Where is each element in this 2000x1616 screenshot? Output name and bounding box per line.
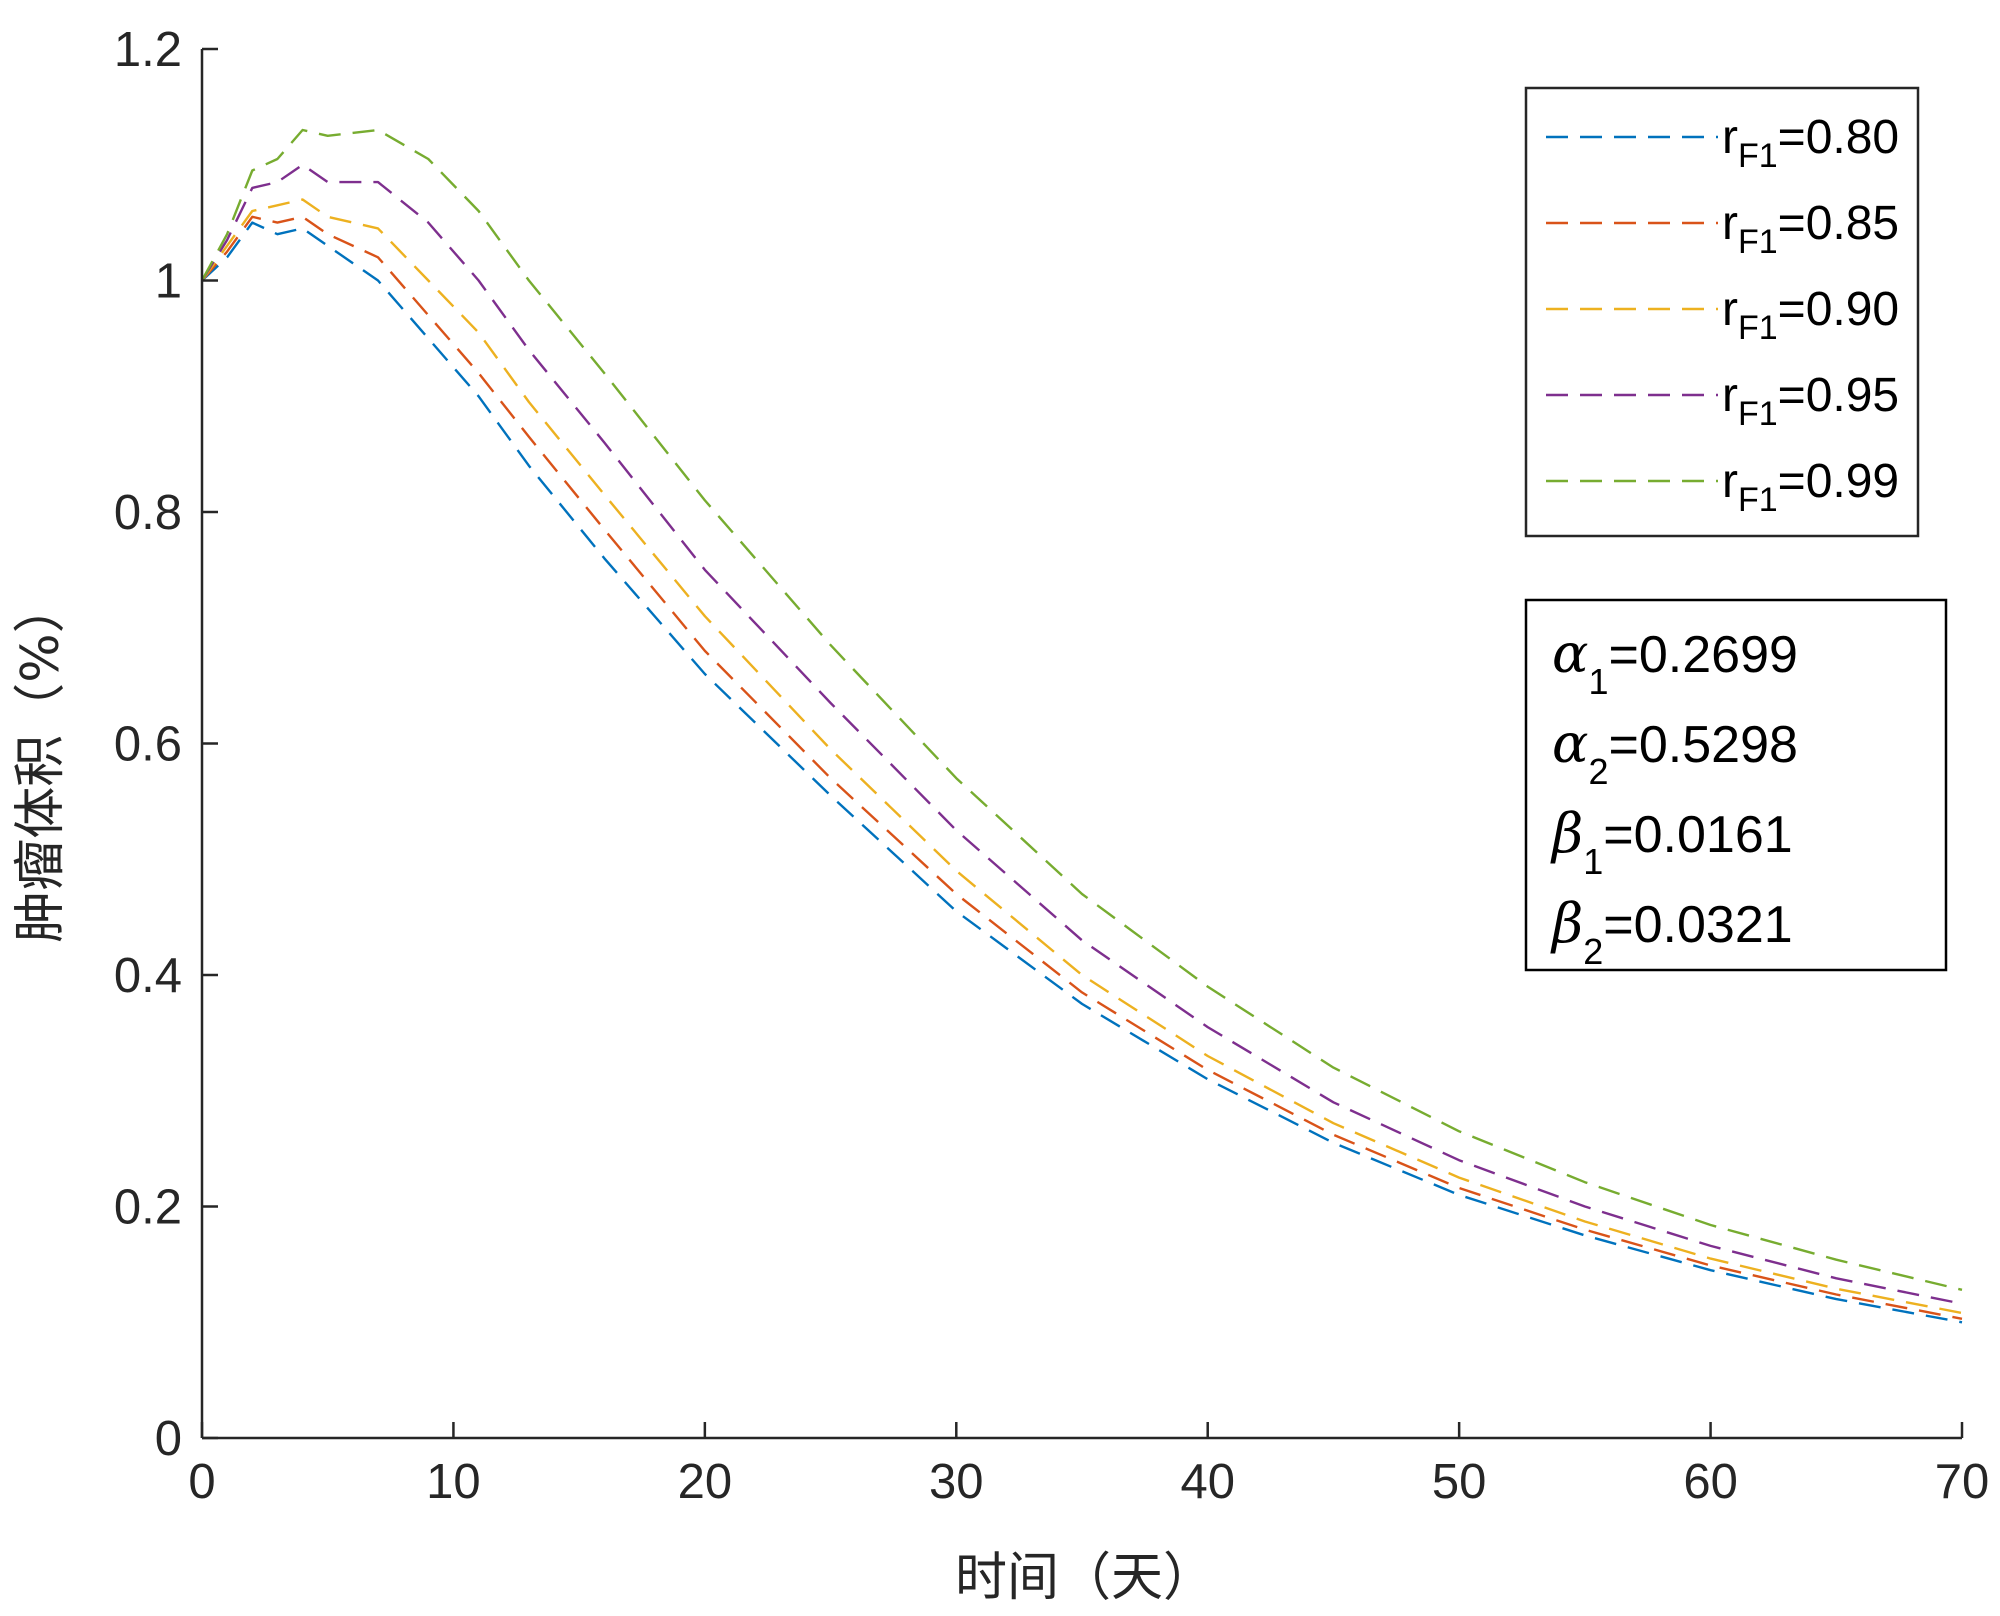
y-tick-label: 0.6: [114, 718, 182, 772]
legend-label: rF1=0.80: [1722, 111, 1899, 175]
parameter-label: α1=0.2699: [1552, 622, 1798, 702]
x-tick-label: 10: [426, 1455, 481, 1509]
legend-box: [1524, 86, 1920, 538]
series-line-2: [201, 215, 1963, 1320]
parameter-label: α2=0.5298: [1552, 712, 1798, 792]
x-tick-label: 50: [1432, 1455, 1487, 1509]
parameter-items: α1=0.2699 α2=0.5298 β1=0.0161 β2=0.0321: [1550, 622, 1798, 972]
x-tick-label: 30: [929, 1455, 984, 1509]
parameter-box-frame: [1524, 598, 1948, 972]
legend-label: rF1=0.95: [1722, 369, 1899, 433]
x-axis-label: 时间（天）: [955, 1548, 1215, 1608]
parameter-box: α1=0.2699 α2=0.5298 β1=0.0161 β2=0.0321: [1524, 598, 1948, 972]
y-tick-label: 0.4: [114, 949, 182, 1003]
series-line-4: [200, 163, 1963, 1305]
y-tick-label: 1: [155, 255, 182, 309]
ticks-layer: 0 10 20 30 40 50 60 70 0 0.2 0.4 0.6 0.8 1 1.2: [114, 23, 1989, 1509]
y-tick-label: 0.8: [114, 486, 182, 540]
series-line-5: [200, 128, 1963, 1291]
legend-items: rF1=0.80 rF1=0.85 rF1=0.90 rF1=0.95 rF1=0.99: [1546, 111, 1899, 519]
x-tick-label: 60: [1683, 1455, 1738, 1509]
y-tick-label: 1.2: [114, 23, 182, 77]
x-tick-label: 70: [1935, 1455, 1990, 1509]
legend-label: rF1=0.85: [1722, 197, 1899, 261]
legend-label: rF1=0.90: [1722, 283, 1899, 347]
parameter-label: β2=0.0321: [1550, 892, 1793, 972]
legend: rF1=0.80 rF1=0.85 rF1=0.90 rF1=0.95 rF1=0.99: [1524, 86, 1920, 538]
x-tick-label: 40: [1180, 1455, 1235, 1509]
legend-label: rF1=0.99: [1722, 455, 1899, 519]
x-tick-label: 20: [678, 1455, 733, 1509]
x-tick-label: 0: [188, 1455, 215, 1509]
y-tick-label: 0.2: [114, 1181, 182, 1235]
parameter-label: β1=0.0161: [1550, 802, 1793, 882]
series-layer: [200, 128, 1963, 1324]
y-tick-label: 0: [155, 1412, 182, 1466]
series-line-1: [201, 221, 1963, 1324]
series-line-3: [201, 198, 1963, 1315]
y-axis-label: 肿瘤体积（%）: [11, 581, 71, 942]
